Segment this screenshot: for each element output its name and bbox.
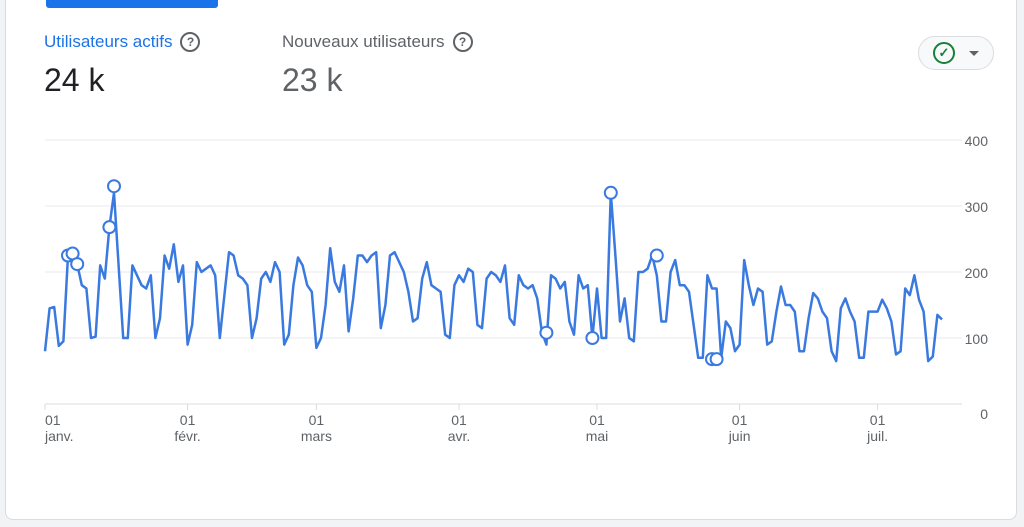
x-tick-day: 01 bbox=[180, 412, 196, 428]
x-tick-month: juil. bbox=[866, 428, 888, 444]
anomaly-marker bbox=[585, 331, 600, 345]
metric-tab-new-users[interactable]: Nouveaux utilisateurs ? 23 k bbox=[282, 32, 473, 99]
metric-value: 23 k bbox=[282, 62, 343, 98]
anomaly-marker bbox=[107, 179, 121, 194]
anomaly-marker bbox=[709, 352, 724, 367]
x-tick-month: mars bbox=[301, 428, 332, 444]
active-tab-indicator bbox=[46, 0, 218, 8]
series-line bbox=[43, 191, 943, 363]
y-tick-label: 0 bbox=[980, 406, 988, 422]
x-tick-day: 01 bbox=[870, 412, 886, 428]
x-tick-day: 01 bbox=[451, 412, 467, 428]
y-tick-label: 200 bbox=[965, 265, 989, 281]
help-icon[interactable]: ? bbox=[180, 32, 201, 52]
x-tick-day: 01 bbox=[732, 412, 748, 428]
caret-down-icon bbox=[969, 50, 979, 56]
metric-label: Utilisateurs actifs bbox=[44, 32, 173, 51]
report-card: Utilisateurs actifs ? 24 k Nouveaux util… bbox=[5, 0, 1017, 520]
x-tick-month: févr. bbox=[174, 428, 200, 444]
x-tick-day: 01 bbox=[309, 412, 325, 428]
compare-dropdown-button[interactable]: ✓ bbox=[918, 36, 994, 70]
y-tick-label: 100 bbox=[965, 331, 989, 347]
anomaly-marker bbox=[649, 248, 664, 263]
anomaly-marker bbox=[70, 257, 85, 272]
metric-value: 24 k bbox=[44, 62, 105, 98]
x-tick-month: juin bbox=[728, 428, 751, 444]
y-tick-label: 400 bbox=[965, 133, 989, 149]
metric-label: Nouveaux utilisateurs bbox=[282, 32, 445, 51]
help-icon[interactable]: ? bbox=[452, 32, 473, 52]
x-tick-month: janv. bbox=[44, 428, 74, 444]
y-tick-label: 300 bbox=[965, 199, 989, 215]
metric-tab-active-users[interactable]: Utilisateurs actifs ? 24 k bbox=[44, 32, 201, 99]
metric-label-row: Utilisateurs actifs ? bbox=[44, 32, 201, 52]
x-tick-day: 01 bbox=[45, 412, 61, 428]
metric-label-row: Nouveaux utilisateurs ? bbox=[282, 32, 473, 52]
anomaly-marker bbox=[603, 185, 618, 200]
check-circle-icon: ✓ bbox=[933, 42, 955, 64]
x-tick-month: avr. bbox=[448, 428, 471, 444]
anomaly-marker bbox=[102, 220, 117, 235]
x-tick-day: 01 bbox=[589, 412, 605, 428]
anomaly-marker bbox=[539, 325, 554, 340]
x-tick-month: mai bbox=[586, 428, 609, 444]
